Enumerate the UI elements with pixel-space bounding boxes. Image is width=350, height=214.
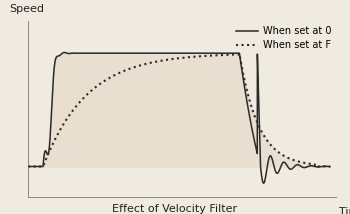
Text: Speed: Speed [9,4,44,14]
Text: Effect of Velocity Filter: Effect of Velocity Filter [112,204,238,214]
Text: Time: Time [339,207,350,214]
Legend: When set at 0, When set at F: When set at 0, When set at F [232,22,335,54]
